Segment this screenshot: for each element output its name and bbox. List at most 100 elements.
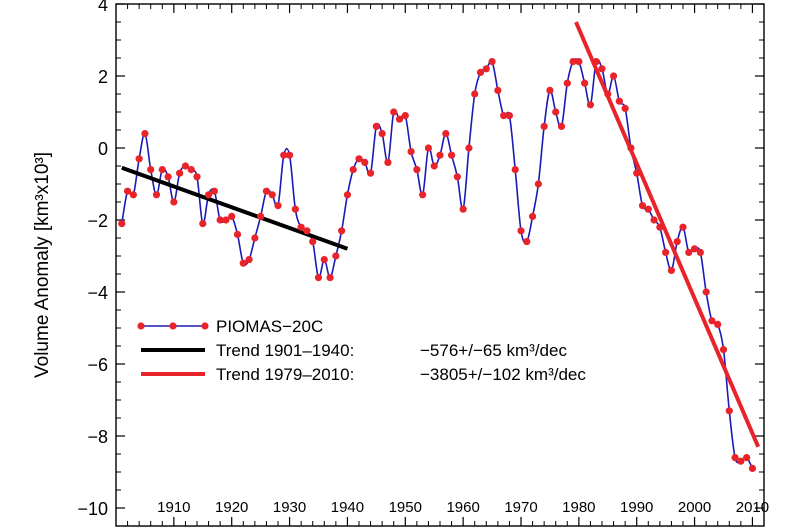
data-point — [442, 130, 450, 138]
data-point — [280, 151, 288, 159]
data-point — [204, 191, 213, 199]
data-point — [465, 144, 473, 152]
data-point — [361, 158, 369, 166]
series-line-piomas — [120, 58, 754, 469]
data-point — [297, 223, 305, 231]
data-point — [644, 205, 652, 213]
y-tick-label: −6 — [87, 355, 108, 375]
data-point — [528, 212, 537, 220]
x-tick-label: 1910 — [157, 499, 190, 516]
trend-line-1979-2010 — [574, 21, 761, 448]
legend-entry-piomas: PIOMAS−20C — [137, 317, 323, 336]
data-point — [500, 112, 508, 120]
legend-marker — [201, 322, 209, 330]
data-point — [158, 166, 166, 174]
data-point — [135, 155, 143, 163]
x-tick-label: 1940 — [331, 499, 364, 516]
data-point — [737, 457, 745, 465]
data-point — [355, 155, 363, 163]
data-point — [476, 68, 485, 76]
data-point — [638, 202, 647, 210]
data-point — [690, 245, 699, 253]
data-point — [372, 122, 380, 130]
data-point — [164, 173, 172, 181]
data-point — [604, 90, 612, 98]
data-point — [176, 169, 184, 177]
data-point — [401, 112, 409, 120]
data-point — [494, 86, 502, 94]
data-point — [430, 162, 438, 170]
y-tick-label: −8 — [87, 427, 108, 447]
data-point — [569, 58, 577, 66]
legend: PIOMAS−20C Trend 1901–1940: −576+/−65 km³/… — [137, 317, 586, 384]
trend-line-1901-1940 — [121, 165, 349, 251]
y-tick-label: 2 — [98, 67, 108, 87]
data-point — [384, 158, 392, 166]
data-point — [332, 252, 340, 260]
data-point — [245, 256, 253, 264]
data-point — [546, 86, 554, 94]
x-tick-label: 1970 — [504, 499, 537, 516]
data-point — [702, 288, 710, 296]
data-point — [471, 90, 479, 98]
legend-marker — [169, 322, 177, 330]
data-point — [262, 187, 271, 195]
data-point — [239, 259, 247, 267]
data-point — [436, 151, 444, 159]
data-point — [731, 454, 739, 462]
data-point — [274, 202, 282, 210]
data-point — [285, 151, 294, 159]
data-point — [141, 130, 149, 138]
data-point — [627, 144, 635, 152]
y-tick-label: −10 — [77, 499, 108, 519]
data-point — [222, 216, 230, 224]
data-point — [447, 151, 456, 159]
data-point — [656, 223, 664, 231]
data-point — [725, 407, 733, 415]
data-point — [505, 112, 514, 120]
data-point — [390, 108, 398, 116]
data-point — [575, 58, 583, 66]
data-point — [210, 187, 218, 195]
x-tick-label: 2000 — [678, 499, 711, 516]
data-point — [251, 234, 259, 242]
data-point — [129, 191, 137, 199]
data-point — [581, 79, 589, 87]
data-point — [482, 65, 490, 73]
legend-trend-value: −3805+/−102 km³/dec — [420, 365, 586, 384]
data-point — [563, 79, 571, 87]
data-point — [586, 101, 595, 109]
legend-entry-trend-1901-1940: Trend 1901–1940: −576+/−65 km³/dec — [141, 341, 567, 360]
data-point — [228, 212, 236, 220]
x-tick-label: 1960 — [446, 499, 479, 516]
data-point — [314, 274, 323, 282]
data-point — [488, 58, 496, 66]
data-point — [268, 191, 276, 199]
data-point — [378, 130, 386, 138]
data-point — [193, 173, 201, 181]
data-point — [123, 187, 132, 195]
x-axis: 1910 1920 1930 1940 1950 1960 1970 1980 1990 2000… — [127, 4, 769, 526]
data-point — [743, 454, 751, 462]
data-point — [413, 166, 421, 174]
data-point — [517, 227, 525, 235]
data-point — [407, 148, 415, 156]
plot-frame — [115, 3, 765, 527]
data-point — [662, 248, 670, 256]
data-point — [511, 166, 519, 174]
data-point — [592, 58, 600, 66]
data-point — [459, 205, 467, 213]
x-tick-label: 1930 — [273, 499, 306, 516]
legend-label: Trend 1979–2010: — [216, 365, 354, 384]
legend-marker — [137, 322, 145, 330]
legend-trend-value: −576+/−65 km³/dec — [420, 341, 567, 360]
y-tick-label: −4 — [87, 283, 108, 303]
x-tick-label: 2010 — [736, 499, 769, 516]
data-point — [673, 238, 681, 246]
x-tick-label: 1980 — [562, 499, 595, 516]
data-point — [557, 122, 566, 130]
data-point — [309, 238, 317, 246]
data-point — [326, 274, 334, 282]
data-point — [170, 198, 178, 206]
